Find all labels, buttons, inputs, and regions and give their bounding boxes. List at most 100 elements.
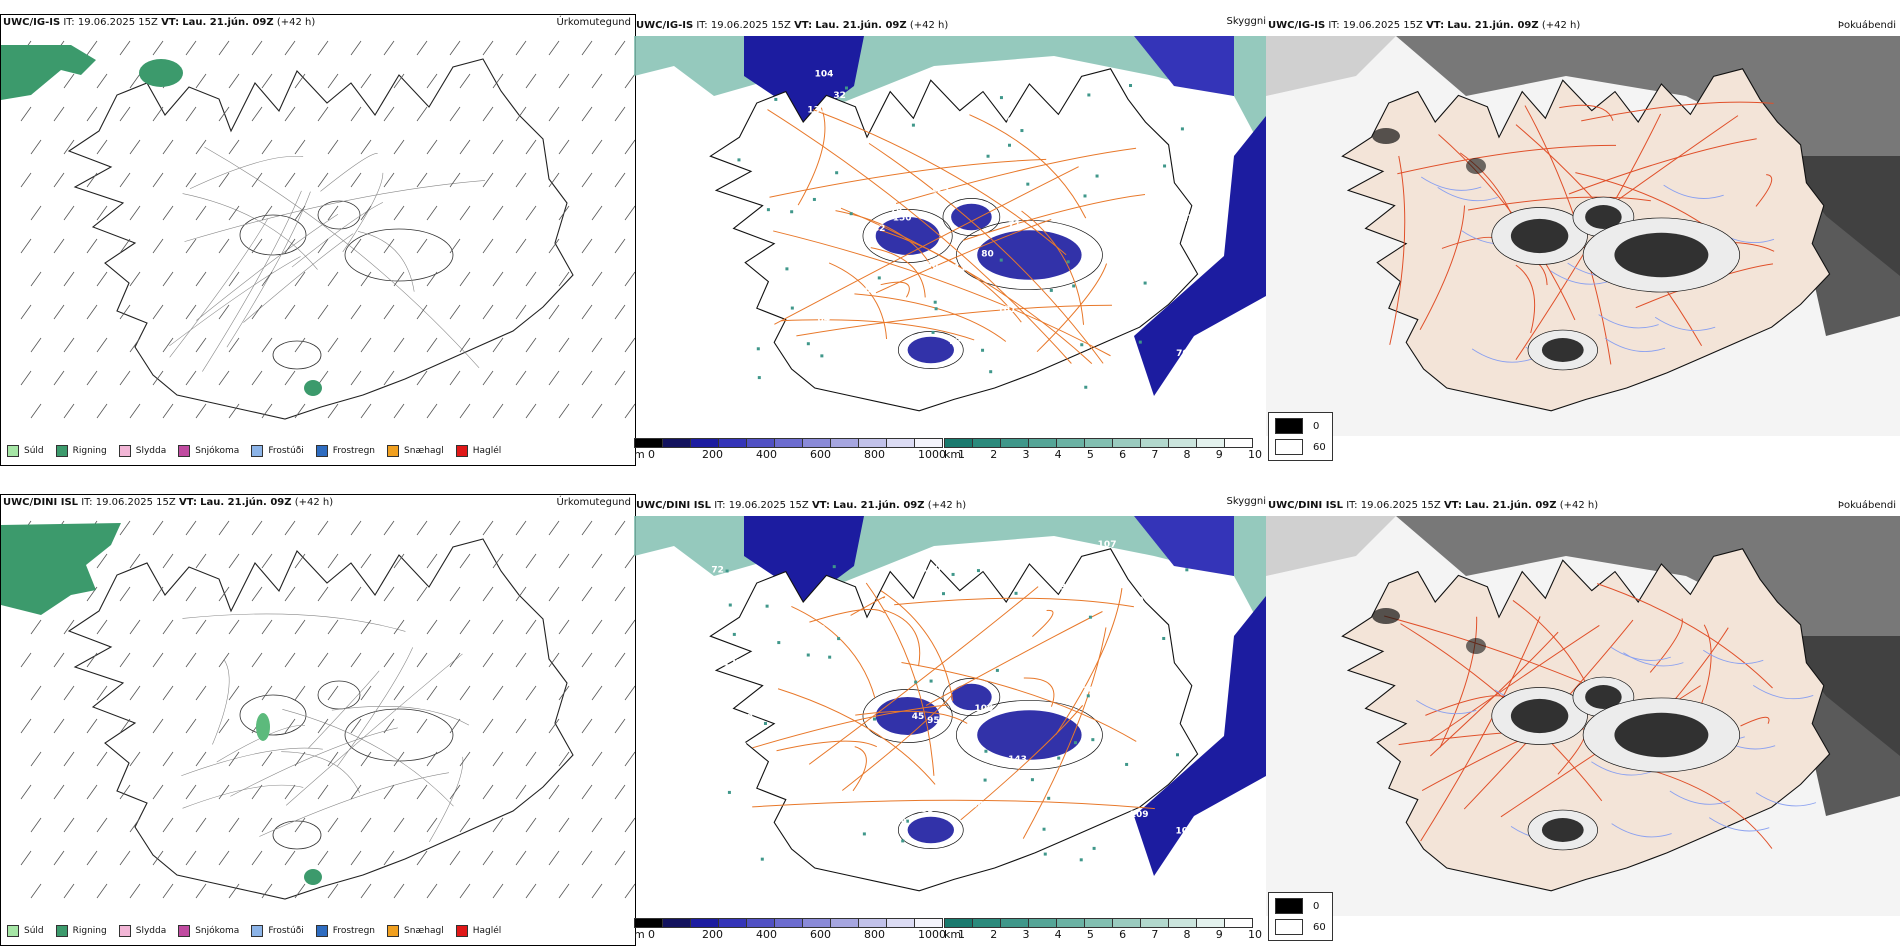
wind-barb (228, 271, 240, 287)
wind-barb (317, 520, 329, 536)
road-line (331, 706, 470, 726)
road-line (1755, 174, 1773, 207)
wind-barb (459, 883, 471, 899)
colorbar-cell (973, 438, 1001, 448)
colorbar-cell (775, 438, 803, 448)
wind-barb (360, 337, 372, 353)
wind-barb (515, 520, 527, 536)
wind-barb (515, 784, 527, 800)
cloud-base-label: 97 (949, 337, 962, 347)
cloud-base-label: 95 (927, 716, 940, 726)
wind-barb (228, 337, 240, 353)
wind-barb (152, 718, 164, 734)
cloud-base-label: 100 (975, 704, 994, 714)
wind-barb (30, 337, 42, 353)
river-line (1416, 699, 1477, 715)
fog-key-value: 0 (1313, 420, 1320, 432)
visibility-speck (984, 749, 988, 753)
fog-index-key: 0 60 (1268, 412, 1333, 461)
cloud-base-label: 73 (1101, 206, 1114, 216)
road-line (777, 688, 936, 785)
road-line (282, 708, 454, 807)
legend-swatch (455, 925, 468, 937)
cloud-base-label: 72 (711, 566, 724, 576)
wind-barb (482, 586, 494, 602)
wind-barb (350, 850, 362, 866)
map-header: UWC/DINI ISL IT: 19.06.2025 15Z VT: Lau.… (1268, 500, 1598, 512)
valid-time: Lau. 21.jún. 09Z (1447, 20, 1539, 31)
wind-barb (185, 40, 197, 56)
fog-area (1372, 128, 1400, 144)
glacier-outline (955, 700, 1103, 770)
colorbar-cell (944, 438, 973, 448)
wind-barb (129, 139, 141, 155)
colorbar-cell (887, 918, 915, 928)
glacier-outline (317, 200, 361, 230)
coastline (709, 548, 1199, 892)
wind-barb (393, 139, 405, 155)
lead-time: (+42 h) (909, 20, 949, 31)
colorbar-cell (915, 438, 943, 448)
wind-barb (195, 337, 207, 353)
wind-barb (426, 337, 438, 353)
colorbar-tick: 6 (1119, 448, 1127, 461)
wind-barb (360, 205, 372, 221)
cloud-base-label: 125 (931, 186, 950, 196)
wind-barb (63, 817, 75, 833)
visibility-speck (1129, 84, 1133, 88)
road-line (1021, 210, 1085, 325)
legend-label: Snjókoma (195, 926, 240, 936)
wind-barb (53, 304, 65, 320)
visibility-speck (976, 569, 980, 573)
fog-area (1585, 685, 1622, 709)
wind-barb (261, 205, 273, 221)
cloud-base-label: 84 (818, 315, 831, 325)
wind-barb (492, 205, 504, 221)
wind-barb (482, 784, 494, 800)
wind-barb (86, 784, 98, 800)
wind-barb (195, 883, 207, 899)
visibility-speck (1091, 738, 1095, 742)
wind-barb (185, 718, 197, 734)
cloud-base-label: 93 (732, 721, 745, 731)
wind-barb (261, 403, 273, 419)
low-cloud-area (1134, 36, 1234, 96)
wind-barb (558, 403, 570, 419)
road-line (969, 114, 1087, 219)
legend-item: Súld (7, 445, 44, 457)
fog-area (1614, 712, 1709, 758)
colorbar-tick: 5 (1086, 448, 1094, 461)
precip-map-top: UWC/IG-IS IT: 19.06.2025 15Z VT: Lau. 21… (0, 14, 636, 466)
wind-barb (624, 751, 635, 767)
wind-barb (284, 784, 296, 800)
colorbar-cell (634, 918, 663, 928)
precip-type-map (1, 520, 635, 900)
road-line (1036, 263, 1108, 353)
issue-time: 19.06.2025 15Z (95, 497, 176, 508)
wind-barb (317, 238, 329, 254)
wind-barb (393, 817, 405, 833)
wind-barb (284, 172, 296, 188)
valid-label: VT: (161, 17, 180, 28)
wind-barb (119, 106, 131, 122)
issue-time: 19.06.2025 15Z (1360, 500, 1441, 511)
issue-label: IT: (696, 20, 708, 31)
model-name: UWC/DINI ISL (1268, 500, 1344, 511)
wind-barb (416, 784, 428, 800)
cloud-base-label: 71 (727, 303, 740, 313)
wind-barb (327, 751, 339, 767)
wind-barb (20, 784, 32, 800)
wind-barb (482, 718, 494, 734)
road-line (1397, 144, 1617, 175)
river-line (1591, 761, 1652, 776)
legend-item: Frostregn (315, 445, 375, 457)
wind-barb (515, 238, 527, 254)
wind-barb (294, 685, 306, 701)
wind-barb (63, 73, 75, 89)
wind-barb (152, 586, 164, 602)
wind-barb (86, 172, 98, 188)
wind-barb (383, 718, 395, 734)
wind-barb (261, 139, 273, 155)
coastline (67, 538, 574, 900)
wind-barb (152, 784, 164, 800)
